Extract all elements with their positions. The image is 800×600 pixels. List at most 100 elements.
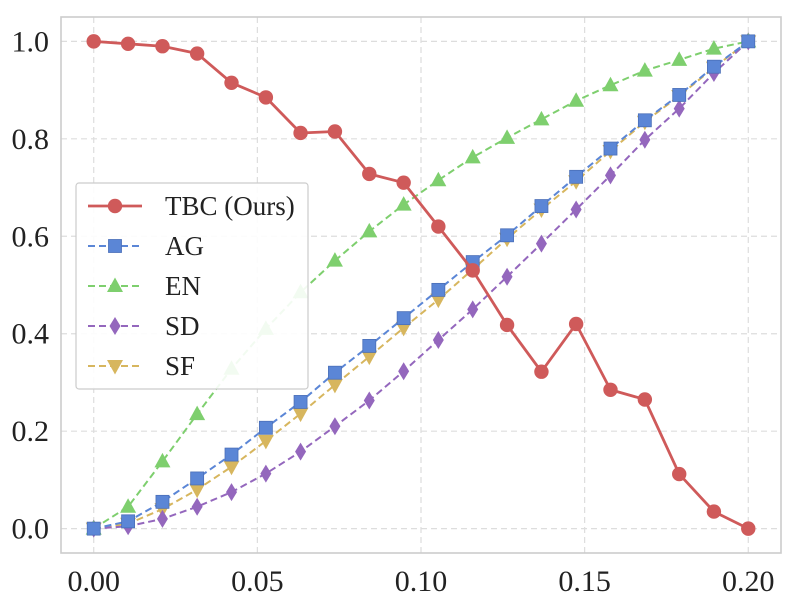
legend: TBC (Ours) AG EN SD SF [75,182,309,390]
data-point-tbc-ours [120,36,136,51]
data-point-ag [431,282,446,297]
legend-label: SF [165,351,195,381]
data-point-tbc-ours [706,504,722,519]
data-point-sf [223,460,240,476]
data-point-ag [707,59,721,74]
legend-item-tbc-ours: TBC (Ours) [88,191,295,221]
data-point-en [154,452,171,468]
series-line-sd [93,40,749,530]
data-point-ag [121,514,135,529]
x-tick-label: 0.05 [231,565,284,598]
data-point-tbc-ours [86,34,101,49]
legend-marker [108,239,122,253]
data-point-ag [672,88,687,102]
data-point-sd [501,267,513,286]
data-point-ag [328,365,342,380]
data-point-sd [570,200,582,219]
legend-label: AG [165,231,204,261]
y-tick-label: 0.0 [12,513,50,546]
data-point-ag [741,34,756,49]
data-point-en [395,196,412,211]
axes-frame [60,16,782,554]
data-point-tbc-ours [431,219,446,234]
y-tick-label: 0.2 [12,415,50,448]
data-point-ag [500,228,514,243]
data-point-sd [467,300,479,319]
data-point-sd [329,417,341,436]
data-point-ag [534,199,549,213]
legend-label: EN [165,271,201,301]
data-point-ag [396,311,411,326]
data-point-ag [362,339,377,353]
data-point-en [636,62,653,77]
data-point-ag [86,521,101,536]
data-point-sf [326,378,343,394]
data-point-sf [257,434,274,450]
legend-marker [107,277,123,292]
data-point-en [671,51,688,66]
data-point-tbc-ours [396,175,411,190]
data-point-en [568,92,585,107]
data-point-ag [258,420,273,435]
data-point-tbc-ours [672,466,687,482]
legend-marker [107,198,123,214]
data-point-en [326,252,343,267]
data-point-tbc-ours [155,39,170,54]
data-point-tbc-ours [465,263,480,278]
legend-label: SD [165,311,200,341]
series-ag [86,34,756,536]
data-point-en [361,222,378,238]
data-point-tbc-ours [741,521,756,536]
data-point-en [120,498,137,513]
data-point-sd [639,130,651,149]
data-point-en [499,129,516,144]
data-point-sd [363,391,375,410]
data-point-sf [361,350,378,366]
data-point-tbc-ours [224,75,239,90]
data-point-sd [432,331,444,350]
data-point-sd [673,99,685,118]
legend-item-ag: AG [88,231,204,261]
data-point-tbc-ours [637,392,653,407]
data-point-ag [224,447,239,462]
x-tick-label: 0.00 [67,565,120,598]
x-tick-label: 0.15 [558,565,611,598]
data-point-tbc-ours [362,166,377,182]
data-point-en [189,405,206,421]
data-point-sd [295,442,307,461]
x-tick-label: 0.10 [395,565,448,598]
data-point-ag [155,494,170,509]
y-axis-ticks: 0.0 0.2 0.4 0.6 0.8 1.0 [12,25,50,545]
legend-item-sd: SD [88,311,200,341]
data-point-tbc-ours [293,125,308,141]
y-tick-label: 0.4 [12,318,50,351]
data-point-ag [190,471,205,486]
data-point-sd [604,166,616,185]
data-point-sf [430,293,447,309]
legend-marker [107,360,123,375]
data-point-en [464,148,481,164]
data-point-tbc-ours [499,317,515,333]
data-point-sd [191,497,203,516]
legend-item-en: EN [88,271,201,301]
data-point-en [705,40,722,55]
data-point-sd [226,483,238,502]
data-point-sf [189,483,206,499]
data-point-sd [535,234,547,253]
legend-label: TBC (Ours) [165,191,295,221]
data-point-sd [156,509,168,528]
data-point-tbc-ours [568,316,584,332]
y-tick-label: 0.8 [12,123,50,156]
data-point-tbc-ours [189,46,205,61]
data-point-ag [603,141,618,156]
data-point-sd [398,362,410,381]
data-point-tbc-ours [258,90,274,105]
legend-box [75,182,309,390]
data-point-en [430,171,447,187]
data-point-tbc-ours [327,124,343,139]
x-axis-ticks: 0.00 0.05 0.10 0.15 0.20 [67,565,774,598]
legend-item-sf: SF [88,351,195,381]
y-tick-label: 0.6 [12,220,50,253]
data-point-sf [292,407,309,423]
